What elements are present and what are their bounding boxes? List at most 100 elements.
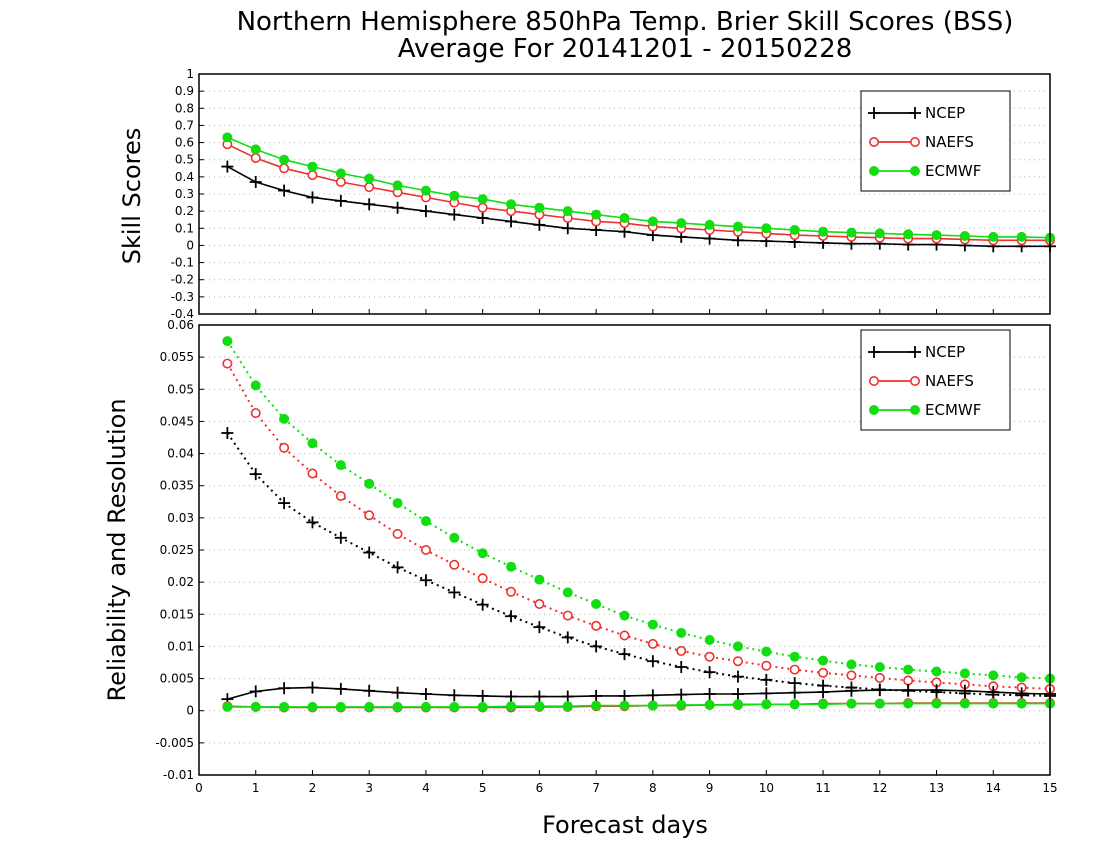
bottom-resolution-ecmwf-point (619, 610, 630, 621)
top-ecmwf-point (931, 230, 942, 241)
bottom-resolution-ecmwf-point (704, 635, 715, 645)
bottom-reliability-ncep-point (561, 690, 574, 703)
bottom-reliability-ecmwf-point (732, 699, 743, 710)
bottom-resolution-naefs-point (903, 675, 914, 686)
top-y-tick-label: 0.6 (175, 136, 194, 150)
x-tick-label: 4 (422, 781, 430, 795)
bottom-resolution-ncep-point (363, 546, 376, 559)
bottom-reliability-ncep-point (505, 690, 518, 703)
bottom-resolution-ncep-point (505, 610, 518, 623)
bottom-reliability-ecmwf-point (222, 701, 233, 712)
bottom-resolution-ecmwf-point (903, 664, 914, 675)
bottom-reliability-ecmwf-point (676, 699, 687, 710)
bottom-reliability-ncep-point (590, 689, 603, 702)
top-y-tick-label: -0.2 (171, 273, 194, 287)
top-ecmwf-point (619, 213, 630, 223)
top-y-tick-label: 0.1 (175, 221, 194, 235)
top-y-tick-label: -0.3 (171, 290, 194, 304)
bottom-reliability-ncep-point (448, 689, 461, 702)
bottom-resolution-ncep-point (618, 648, 631, 661)
bottom-y-tick-label: 0.015 (160, 607, 194, 621)
bottom-resolution-ecmwf-point (477, 548, 488, 559)
top-ecmwf-point (449, 190, 460, 201)
legend-label-ecmwf: ECMWF (925, 401, 981, 419)
top-ecmwf-point (420, 185, 431, 196)
bottom-reliability-ncep-point (817, 686, 830, 699)
legend-label-naefs: NAEFS (925, 133, 974, 151)
top-ncep-point (249, 176, 262, 188)
bottom-reliability-ecmwf-point (307, 701, 318, 712)
bottom-y-tick-label: 0.03 (167, 511, 194, 525)
top-ecmwf-point (789, 225, 800, 235)
bottom-resolution-naefs-point (619, 630, 630, 641)
bottom-reliability-ncep-point (845, 684, 858, 697)
bottom-y-tick-label: 0 (186, 704, 194, 718)
bottom-y-tick-label: 0.045 (160, 414, 194, 428)
bottom-reliability-ecmwf-point (988, 698, 999, 709)
top-ecmwf-point (335, 168, 346, 179)
bottom-y-tick-label: 0.035 (160, 479, 194, 493)
bottom-resolution-ncep-point (590, 640, 603, 653)
top-y-tick-label: 0.8 (175, 101, 194, 115)
bottom-reliability-ecmwf-point (704, 699, 715, 710)
bottom-reliability-ecmwf-point (250, 701, 261, 712)
top-y-tick-label: 1 (186, 67, 194, 81)
bottom-resolution-naefs-point (846, 670, 857, 681)
bottom-resolution-naefs-point (250, 408, 261, 419)
legend-marker-naefs (909, 375, 920, 386)
top-ecmwf-point (534, 202, 545, 213)
x-tick-label: 13 (929, 781, 944, 795)
top-naefs-point (477, 202, 488, 213)
top-y-tick-label: 0 (186, 238, 194, 252)
top-ecmwf-point (364, 173, 375, 184)
top-ecmwf-point (307, 161, 318, 172)
top-naefs-point (307, 170, 318, 181)
bottom-resolution-ncep-point (391, 561, 404, 574)
bottom-resolution-ecmwf-point (279, 413, 290, 424)
top-ecmwf-point (647, 216, 658, 227)
legend-marker-naefs (868, 137, 879, 148)
top-legend: NCEP NAEFS ECMWF (860, 90, 1011, 192)
top-ecmwf-point (676, 218, 687, 229)
bottom-resolution-ecmwf-point (1016, 672, 1027, 683)
legend-marker-ncep (868, 346, 880, 358)
bottom-resolution-ncep-point (760, 673, 773, 686)
top-ncep-point (391, 201, 404, 214)
bottom-resolution-naefs-point (307, 468, 318, 479)
top-ecmwf-point (392, 180, 403, 191)
top-y-tick-label: 0.4 (175, 170, 194, 184)
top-ncep-point (334, 194, 347, 207)
bottom-reliability-ncep-point (363, 684, 376, 697)
x-tick-label: 8 (649, 781, 657, 795)
top-ecmwf-point (591, 209, 602, 220)
top-ncep-point (306, 191, 319, 204)
x-tick-label: 14 (986, 781, 1001, 795)
bottom-resolution-naefs-point (874, 672, 885, 683)
top-naefs-point (364, 182, 375, 193)
bottom-reliability-ncep-point (873, 684, 886, 697)
bottom-y-tick-label: -0.005 (155, 736, 194, 750)
bottom-resolution-ncep-point (646, 655, 659, 668)
chart-title-line-2: Average For 20141201 - 20150228 (398, 34, 853, 64)
bottom-y-tick-label: 0.025 (160, 543, 194, 557)
top-ecmwf-point (704, 219, 715, 230)
bottom-reliability-ncep-point (788, 686, 801, 699)
skill-scores-panel: -0.4 -0.3 -0.2 -0.1 0 0.1 0.2 0.3 0.4 0.5 0.6 0.7 0.… (171, 67, 1056, 321)
bottom-resolution-ecmwf-point (250, 380, 261, 391)
bottom-reliability-ncep-point (902, 684, 915, 697)
bottom-resolution-ecmwf-point (732, 641, 743, 652)
top-naefs-point (250, 153, 261, 164)
top-ecmwf-point (818, 226, 829, 237)
bottom-y-tick-label: 0.04 (167, 447, 194, 461)
legend-marker-naefs (868, 375, 879, 386)
bottom-reliability-ecmwf-point (477, 701, 488, 712)
bottom-resolution-naefs-point (364, 510, 375, 521)
bottom-resolution-ecmwf-point (335, 460, 346, 471)
bottom-resolution-ecmwf-point (591, 599, 602, 609)
top-y-tick-label: 0.5 (175, 153, 194, 167)
legend-label-naefs: NAEFS (925, 372, 974, 390)
top-y-tick-label: 0.7 (175, 118, 194, 132)
top-ecmwf-point (250, 144, 261, 155)
bottom-resolution-naefs-point (732, 656, 743, 667)
top-ncep-point (419, 205, 432, 218)
